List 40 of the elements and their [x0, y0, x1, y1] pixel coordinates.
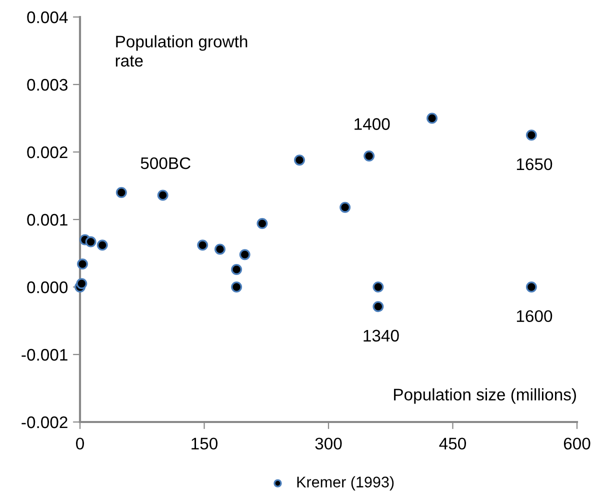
- point: [96, 240, 108, 251]
- y-tick-label: -0.002: [22, 416, 68, 428]
- point: [372, 282, 384, 292]
- x-tick-label: 600: [564, 438, 590, 450]
- annotation: 500BC: [140, 157, 190, 170]
- x-axis-title: Population size (millions): [394, 388, 576, 404]
- point: [526, 282, 537, 292]
- point: [214, 244, 226, 255]
- y-tick-label: 0.003: [27, 78, 68, 91]
- y-tick-label: -0.001: [22, 348, 68, 361]
- point: [85, 236, 96, 248]
- annotation: 1400: [354, 118, 390, 130]
- point: [239, 249, 250, 260]
- y-axis-title: Population growth rate: [116, 35, 248, 67]
- legend-label: Kremer (1993): [297, 476, 394, 490]
- point: [372, 301, 384, 312]
- x-tick-label: 300: [315, 438, 342, 450]
- y-tick-label: 0.002: [27, 146, 68, 158]
- point: [526, 130, 537, 141]
- annotation: 1340: [364, 330, 399, 342]
- point: [231, 264, 242, 275]
- point: [294, 154, 305, 166]
- point: [116, 187, 127, 198]
- x-tick-label: 450: [439, 438, 466, 450]
- point: [364, 150, 375, 162]
- point: [157, 190, 168, 201]
- point: [426, 112, 438, 124]
- point: [76, 278, 88, 290]
- point: [340, 202, 351, 213]
- x-tick-label: 150: [192, 438, 218, 450]
- point: [231, 282, 242, 292]
- point: [256, 218, 268, 230]
- point: [76, 258, 88, 270]
- point: [197, 240, 208, 251]
- annotation: 1650: [516, 158, 552, 170]
- y-tick-label: 0.004: [27, 11, 68, 24]
- y-tick-label: 0.001: [27, 214, 68, 226]
- y-tick-label: 0.000: [27, 281, 68, 294]
- x-tick-label: 0: [76, 438, 84, 450]
- annotation: 1600: [516, 310, 552, 322]
